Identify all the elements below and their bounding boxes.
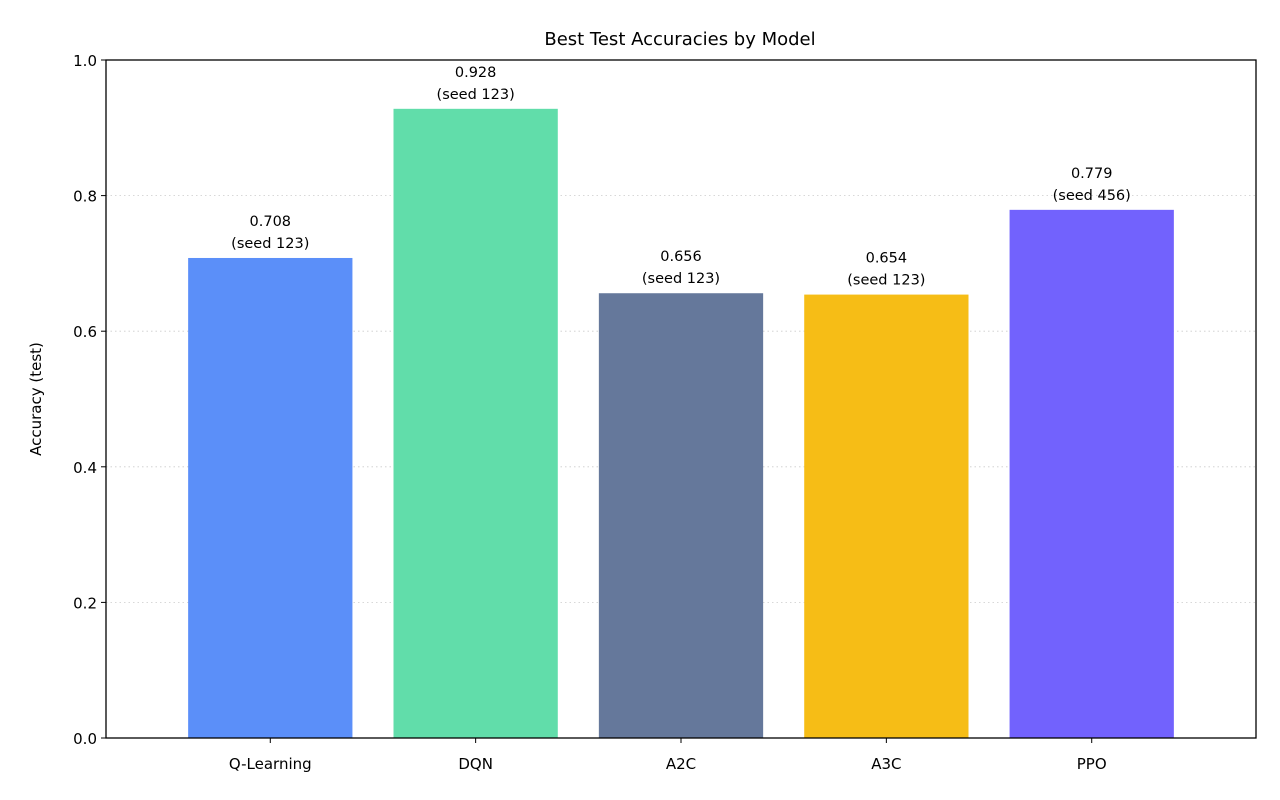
bar <box>393 108 558 739</box>
bar-value-label: 0.779 <box>1071 166 1113 182</box>
y-tick-label: 0.2 <box>73 594 97 612</box>
x-axis-ticks: Q-Learning DQN A2C A3C PPO <box>229 738 1107 773</box>
bars <box>188 108 1174 739</box>
bar-value-label: 0.654 <box>866 251 908 267</box>
bar-seed-label: (seed 123) <box>642 271 720 287</box>
bar <box>804 294 969 738</box>
plot-frame <box>105 59 1257 739</box>
x-tick-label: PPO <box>1077 755 1107 773</box>
y-tick-label: 0.4 <box>73 459 97 477</box>
bar-seed-label: (seed 456) <box>1053 188 1131 204</box>
chart-title: Best Test Accuracies by Model <box>544 29 815 50</box>
y-tick-label: 0.0 <box>73 730 97 748</box>
y-axis-ticks: 0.0 0.2 0.4 0.6 0.8 1.0 <box>73 52 106 748</box>
data-labels: 0.708 (seed 123) 0.928 (seed 123) 0.656 (seed… <box>231 65 1131 289</box>
y-tick-label: 1.0 <box>73 52 97 70</box>
y-tick-label: 0.8 <box>73 188 97 206</box>
bar-value-label: 0.708 <box>250 214 292 230</box>
x-tick-label: Q-Learning <box>229 755 312 773</box>
bar-seed-label: (seed 123) <box>231 236 309 252</box>
y-tick-label: 0.6 <box>73 323 97 341</box>
y-axis-label: Accuracy (test) <box>27 342 45 456</box>
x-tick-label: DQN <box>458 755 493 773</box>
x-tick-label: A2C <box>666 755 696 773</box>
bar <box>598 293 764 738</box>
bar-value-label: 0.928 <box>455 65 497 81</box>
bar <box>188 257 353 738</box>
bar-seed-label: (seed 123) <box>437 87 515 103</box>
x-tick-label: A3C <box>871 755 901 773</box>
bar <box>1009 209 1174 738</box>
bar-seed-label: (seed 123) <box>847 273 925 289</box>
bar-value-label: 0.656 <box>660 249 702 265</box>
